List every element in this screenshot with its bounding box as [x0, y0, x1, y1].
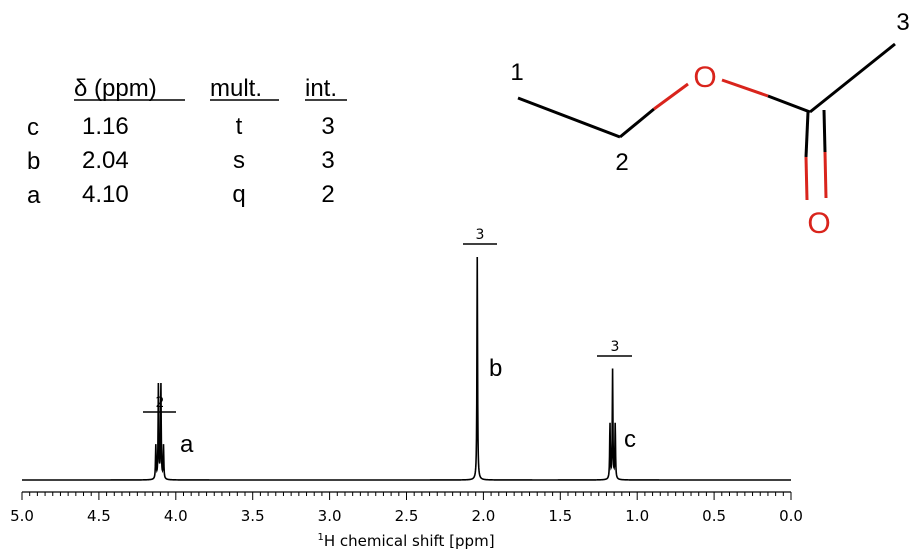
spectrum-line	[22, 256, 791, 481]
bond-carbonyl-2-red	[823, 151, 828, 199]
table-row-mult: q	[232, 181, 245, 208]
x-axis-title-superscript: 1	[317, 532, 323, 543]
table-row-int: 2	[321, 181, 334, 208]
x-tick-label: 5.0	[10, 507, 34, 525]
bond-c2-o	[619, 107, 655, 139]
table-row-int: 3	[321, 113, 334, 140]
table-row-label: b	[27, 148, 40, 175]
table-row-shift: 2.04	[82, 147, 129, 174]
table-row-mult: t	[236, 113, 243, 140]
table-row-shift: 1.16	[82, 113, 129, 140]
x-tick-label: 1.5	[548, 507, 572, 525]
table-row-label: c	[27, 114, 39, 141]
bond-c2-o-red	[653, 82, 689, 111]
x-tick-label: 4.0	[164, 507, 188, 525]
x-ticks: 5.0 4.5 4.0 3.5 3.0 2.5 2.0 1.5 1.0 0.5 0.0	[10, 492, 803, 525]
bond-carbonyl-1-red	[804, 156, 809, 201]
atom-label-3: 3	[896, 9, 909, 36]
x-tick-label: 3.0	[318, 507, 342, 525]
table-row-int: 3	[321, 147, 334, 174]
peak-label-a: a	[180, 431, 194, 458]
bond-o-c	[767, 94, 811, 114]
peak-label-b: b	[489, 355, 502, 382]
x-tick-label: 2.0	[471, 507, 495, 525]
x-axis-title-prefix: H	[324, 532, 335, 550]
x-axis-title-text: chemical shift [ppm]	[340, 532, 495, 550]
x-tick-label: 0.0	[779, 507, 803, 525]
table-header-mult: mult.	[210, 75, 262, 102]
table-header-shift: δ (ppm)	[74, 75, 157, 102]
integral-value: 3	[611, 339, 620, 355]
integral-marker-a: 2	[143, 395, 176, 413]
table-row-shift: 4.10	[82, 181, 129, 208]
bond-carbonyl-2	[822, 109, 827, 153]
x-tick-label: 1.0	[625, 507, 649, 525]
bond-o-c-red	[721, 78, 769, 98]
table-row-label: a	[27, 182, 41, 209]
x-tick-label: 0.5	[702, 507, 726, 525]
molecule-structure: O O 1 2 3	[510, 9, 909, 240]
table-row-mult: s	[233, 147, 245, 174]
atom-label-2: 2	[615, 149, 628, 176]
integral-value: 3	[476, 227, 485, 243]
x-axis-title: 1H chemical shift [ppm]	[317, 532, 494, 550]
bond-c1-c2	[517, 96, 621, 139]
integral-marker-b: 3	[463, 227, 497, 245]
bond-c-c3	[809, 42, 896, 114]
integral-marker-c: 3	[597, 339, 632, 357]
atom-label-1: 1	[510, 59, 523, 86]
x-tick-label: 4.5	[87, 507, 111, 525]
bond-carbonyl-1	[804, 111, 810, 158]
spectrum	[22, 256, 791, 481]
oxygen-carbonyl-label: O	[807, 207, 830, 240]
x-tick-label: 3.5	[241, 507, 265, 525]
peak-label-c: c	[624, 426, 636, 453]
integral-value: 2	[156, 395, 165, 411]
table-header-int: int.	[305, 75, 337, 102]
peak-table: δ (ppm) mult. int. c 1.16 t 3 b 2.04 s 3…	[27, 75, 347, 209]
x-tick-label: 2.5	[395, 507, 419, 525]
oxygen-ester-label: O	[693, 61, 716, 94]
